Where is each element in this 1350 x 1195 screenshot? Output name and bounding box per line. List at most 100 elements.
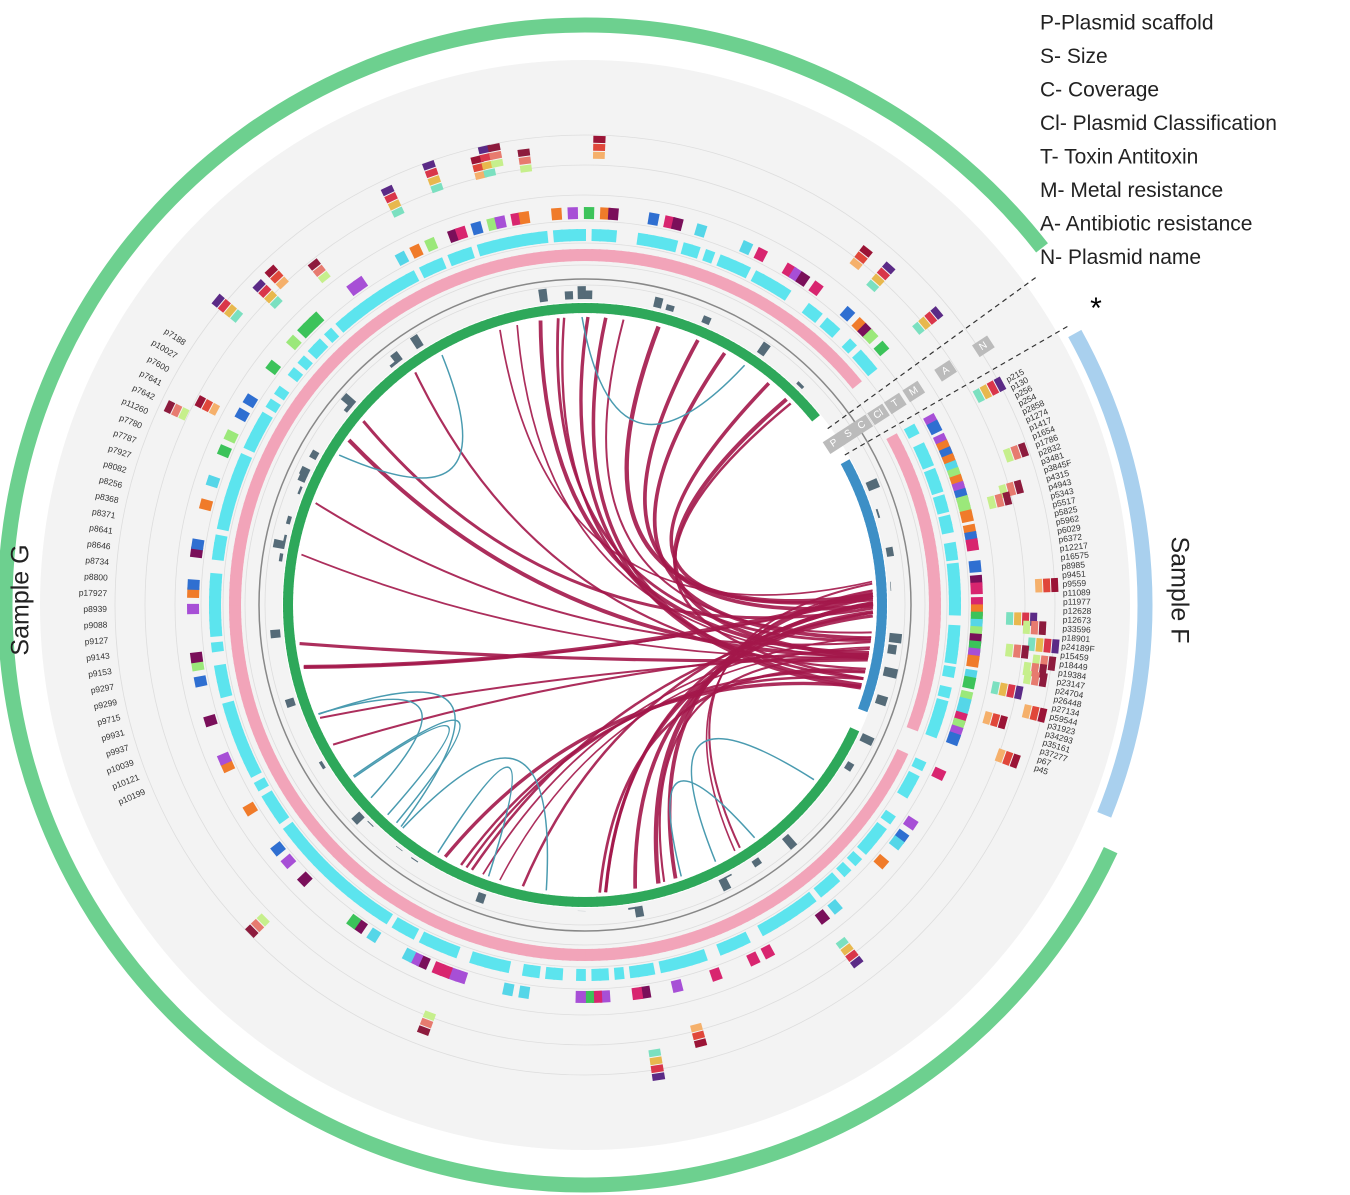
scaffold-block <box>350 409 363 422</box>
scaffold-block <box>590 303 599 314</box>
scaffold-block <box>841 738 854 750</box>
toxin-block <box>282 821 299 837</box>
scaffold-block <box>434 858 447 871</box>
antibiotic-block <box>307 258 321 271</box>
antibiotic-block <box>1009 753 1021 769</box>
link <box>303 597 874 668</box>
track-letter: P <box>828 437 840 450</box>
toxin-block <box>871 821 887 837</box>
plasmid-name: p17927 <box>79 588 108 599</box>
classification-block <box>261 447 277 462</box>
size-bar <box>701 315 712 326</box>
metal-block <box>670 216 684 232</box>
antibiotic-block <box>930 306 944 320</box>
scaffold-block <box>571 303 580 314</box>
classification-block <box>427 913 442 929</box>
gap-line <box>844 324 1071 456</box>
classification-block <box>576 948 586 961</box>
antibiotic-block <box>1035 637 1044 653</box>
classification-block <box>337 342 353 358</box>
toxin-block <box>378 909 393 925</box>
metal-block <box>409 243 424 259</box>
scaffold-block <box>844 732 857 745</box>
classification-block <box>317 831 333 847</box>
classification-block <box>837 832 853 847</box>
scaffold-block <box>375 382 388 395</box>
antibiotic-block <box>211 293 225 308</box>
size-bar <box>390 351 403 365</box>
toxin-block <box>385 281 400 297</box>
metal-block <box>781 262 797 279</box>
scaffold-block <box>408 355 421 368</box>
scaffold-block <box>717 336 730 349</box>
link <box>319 654 869 719</box>
toxin-block <box>398 273 413 290</box>
size-bar <box>888 632 903 644</box>
scaffold-block <box>310 471 324 483</box>
metal-block <box>189 651 204 664</box>
antibiotic-block <box>649 1056 663 1066</box>
plasmid-name: p19384 <box>1057 668 1087 682</box>
classification-block <box>264 755 280 769</box>
scaffold-block <box>743 351 757 365</box>
scaffold-block <box>370 810 384 824</box>
scaffold-block <box>571 896 580 907</box>
scaffold-block <box>728 341 741 355</box>
metal-block <box>187 579 200 591</box>
classification-block <box>722 278 736 294</box>
antibiotic-block <box>918 316 931 330</box>
antibiotic-block <box>422 1010 437 1021</box>
link <box>299 641 868 663</box>
link <box>561 317 864 680</box>
metal-block <box>893 828 910 845</box>
classification-block <box>906 717 922 732</box>
size-bar <box>865 478 881 492</box>
antibiotic-block <box>387 199 402 211</box>
antibiotic-block <box>1034 578 1043 593</box>
toxin-block <box>763 277 779 293</box>
scaffold-block <box>366 390 380 404</box>
scaffold-block <box>440 861 452 874</box>
metal-block <box>808 280 824 297</box>
classification-block <box>365 319 381 335</box>
link <box>338 354 464 479</box>
metal-block <box>198 498 214 512</box>
classification-block <box>879 774 895 789</box>
antibiotic-block <box>178 407 190 421</box>
toxin-block <box>312 338 329 354</box>
scaffold-block <box>857 700 871 713</box>
antibiotic-block <box>430 182 444 194</box>
size-bar <box>796 381 805 390</box>
link <box>643 339 874 611</box>
size-bar <box>882 666 899 679</box>
antibiotic-block <box>982 711 993 725</box>
classification-block <box>354 328 369 344</box>
track-ring <box>244 264 926 946</box>
scaffold-block <box>828 759 842 772</box>
metal-block <box>945 731 962 747</box>
scaffold-block <box>319 455 332 467</box>
metal-block <box>470 220 484 236</box>
classification-block <box>229 611 242 621</box>
toxin-block <box>347 886 363 903</box>
link <box>347 438 869 657</box>
scaffold-block <box>384 823 397 836</box>
metal-block <box>583 207 595 220</box>
antibiotic-block <box>1002 750 1014 766</box>
scaffold-block <box>419 348 432 361</box>
scaffold-block <box>559 303 568 315</box>
metal-block <box>694 223 708 238</box>
size-bar <box>297 486 303 495</box>
antibiotic-block <box>1030 671 1040 686</box>
classification-block <box>846 374 862 389</box>
link <box>318 698 423 799</box>
metal-block <box>599 990 611 1003</box>
link <box>579 316 862 690</box>
scaffold-block <box>738 849 751 862</box>
antibiotic-block <box>866 279 880 293</box>
toxin-block <box>576 229 587 242</box>
scaffold-block <box>772 823 786 837</box>
size-bar <box>285 515 292 525</box>
size-bar <box>781 833 798 850</box>
